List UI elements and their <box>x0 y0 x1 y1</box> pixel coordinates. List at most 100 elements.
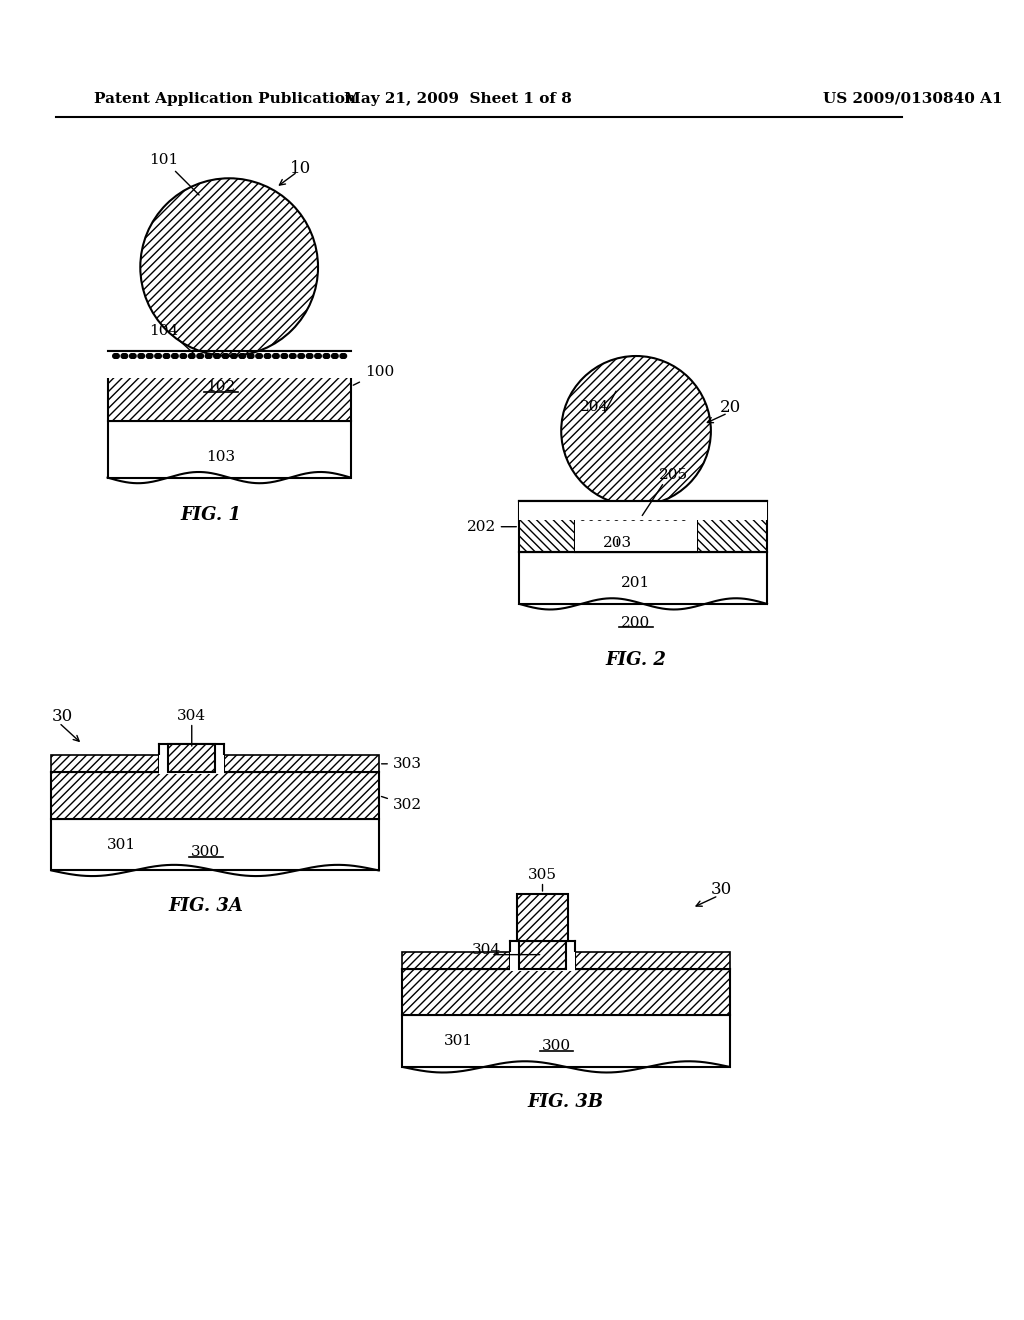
Text: 20: 20 <box>720 399 741 416</box>
Circle shape <box>673 516 678 520</box>
Circle shape <box>648 516 652 520</box>
Circle shape <box>597 516 602 520</box>
Text: 102: 102 <box>206 380 236 393</box>
Circle shape <box>121 354 126 358</box>
Bar <box>519 941 566 969</box>
Circle shape <box>140 178 318 356</box>
Text: May 21, 2009  Sheet 1 of 8: May 21, 2009 Sheet 1 of 8 <box>344 92 572 106</box>
Circle shape <box>631 516 636 520</box>
Circle shape <box>306 354 311 358</box>
Circle shape <box>163 354 168 358</box>
Circle shape <box>274 354 280 358</box>
Text: 305: 305 <box>528 869 557 882</box>
Circle shape <box>199 354 204 358</box>
Text: 101: 101 <box>150 153 199 195</box>
Circle shape <box>222 354 227 358</box>
Circle shape <box>232 354 238 358</box>
Circle shape <box>561 356 711 506</box>
Circle shape <box>581 516 585 520</box>
Bar <box>575 515 697 553</box>
Text: Patent Application Publication: Patent Application Publication <box>93 92 355 106</box>
Circle shape <box>681 516 686 520</box>
Circle shape <box>239 354 244 358</box>
Bar <box>108 421 351 478</box>
Circle shape <box>206 354 210 358</box>
Text: 203: 203 <box>603 536 632 550</box>
Bar <box>159 755 224 774</box>
Circle shape <box>324 354 328 358</box>
Bar <box>402 969 729 1015</box>
Bar <box>517 894 568 941</box>
Circle shape <box>131 354 136 358</box>
Text: 301: 301 <box>108 838 136 851</box>
Bar <box>51 772 379 818</box>
Circle shape <box>155 354 160 358</box>
Circle shape <box>342 354 346 358</box>
Bar <box>519 502 767 553</box>
Text: 300: 300 <box>191 845 220 859</box>
Text: 10: 10 <box>290 161 311 177</box>
Circle shape <box>264 354 269 358</box>
Circle shape <box>148 354 153 358</box>
Text: FIG. 1: FIG. 1 <box>180 506 241 524</box>
Circle shape <box>332 354 336 358</box>
Circle shape <box>207 354 212 358</box>
Text: FIG. 3B: FIG. 3B <box>527 1093 604 1111</box>
Circle shape <box>197 354 202 358</box>
Text: 104: 104 <box>150 323 178 338</box>
Circle shape <box>256 354 260 358</box>
Bar <box>510 941 575 970</box>
Circle shape <box>248 354 252 358</box>
Circle shape <box>216 354 220 358</box>
Bar <box>402 952 729 969</box>
Circle shape <box>190 354 195 358</box>
Text: 300: 300 <box>542 1039 571 1053</box>
Text: 100: 100 <box>353 366 394 385</box>
Circle shape <box>138 354 142 358</box>
Circle shape <box>123 354 128 358</box>
Circle shape <box>308 354 313 358</box>
Text: 301: 301 <box>443 1034 473 1048</box>
Circle shape <box>146 354 152 358</box>
Text: 204: 204 <box>581 400 609 414</box>
Circle shape <box>334 354 338 358</box>
Circle shape <box>249 354 254 358</box>
Circle shape <box>157 354 162 358</box>
Circle shape <box>314 354 319 358</box>
Bar <box>575 515 697 553</box>
Circle shape <box>281 354 286 358</box>
Text: 205: 205 <box>659 467 688 482</box>
Circle shape <box>623 516 627 520</box>
Circle shape <box>113 354 118 358</box>
Circle shape <box>665 516 670 520</box>
Bar <box>159 744 224 774</box>
Text: 201: 201 <box>622 576 650 590</box>
Circle shape <box>130 354 134 358</box>
Circle shape <box>298 354 302 358</box>
Circle shape <box>224 354 228 358</box>
Text: FIG. 3A: FIG. 3A <box>168 898 244 915</box>
Bar <box>519 553 767 603</box>
Circle shape <box>614 516 618 520</box>
Circle shape <box>639 516 644 520</box>
Circle shape <box>165 354 170 358</box>
Circle shape <box>182 354 186 358</box>
Circle shape <box>605 516 610 520</box>
Circle shape <box>214 354 218 358</box>
Bar <box>510 952 575 970</box>
Circle shape <box>292 354 296 358</box>
Text: FIG. 2: FIG. 2 <box>605 651 667 669</box>
Circle shape <box>230 354 236 358</box>
Circle shape <box>266 354 270 358</box>
Bar <box>402 1015 729 1067</box>
Circle shape <box>188 354 194 358</box>
Circle shape <box>180 354 184 358</box>
Bar <box>105 350 352 379</box>
Bar <box>108 351 351 421</box>
Text: 304: 304 <box>177 709 206 723</box>
Circle shape <box>283 354 288 358</box>
Circle shape <box>115 354 119 358</box>
Text: 202: 202 <box>467 520 516 533</box>
Circle shape <box>272 354 278 358</box>
Circle shape <box>300 354 304 358</box>
